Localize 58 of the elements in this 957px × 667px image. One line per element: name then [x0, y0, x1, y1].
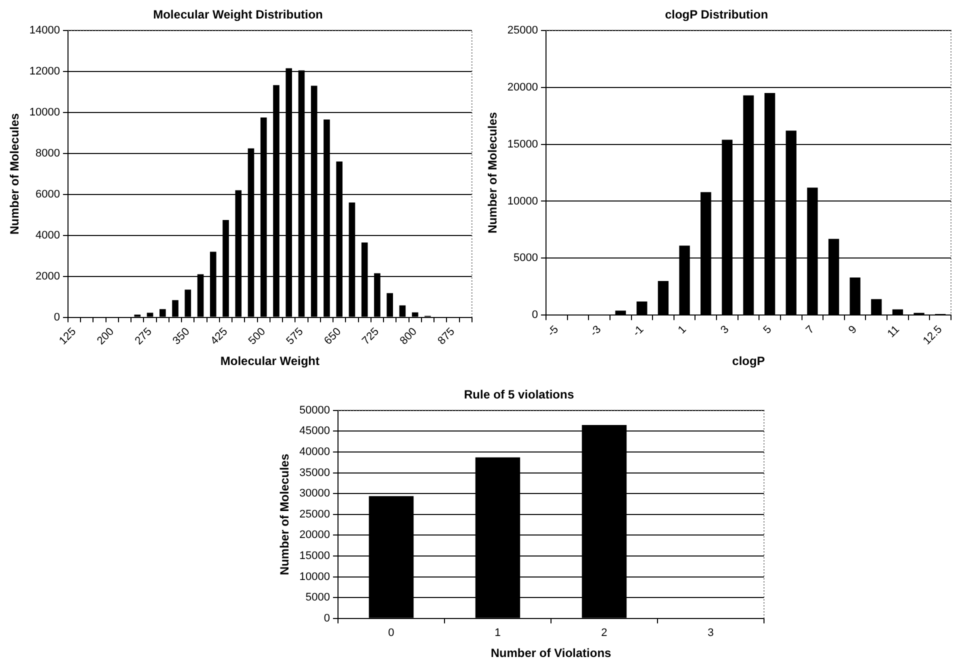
y-tick-label: 0: [532, 309, 538, 322]
x-tick-label: -1: [630, 324, 646, 339]
y-tick-label: 10000: [299, 570, 330, 583]
chart-title: Molecular Weight Distribution: [153, 8, 323, 22]
y-tick-label: 6000: [36, 188, 60, 200]
y-tick-label: 35000: [299, 466, 330, 479]
x-tick-label: 9: [846, 324, 860, 336]
x-axis-title: Number of Violations: [490, 646, 612, 660]
y-tick-label: 40000: [299, 446, 330, 458]
y-tick-label: 12000: [29, 65, 60, 78]
x-tick-label: 7: [804, 324, 817, 336]
x-tick-label: 11: [885, 324, 902, 340]
x-tick-label: 3: [708, 627, 714, 640]
y-tick-label: 20000: [299, 529, 330, 542]
y-tick-label: 5000: [514, 252, 538, 264]
y-tick-label: 25000: [507, 24, 538, 36]
chart-title: Rule of 5 violations: [464, 388, 574, 402]
x-tick-label: 800: [398, 326, 420, 348]
x-tick-label: 650: [322, 326, 344, 348]
chart-title: clogP Distribution: [664, 8, 768, 22]
y-tick-label: 15000: [507, 138, 538, 150]
y-tick-label: 4000: [36, 229, 60, 242]
y-tick-label: 50000: [299, 404, 330, 416]
x-tick-label: 200: [94, 326, 116, 348]
x-tick-label: 1: [676, 324, 689, 336]
y-tick-label: 10000: [29, 106, 60, 118]
x-tick-label: 875: [436, 326, 458, 348]
x-tick-label: 275: [132, 326, 154, 348]
y-tick-label: 14000: [29, 24, 60, 36]
x-tick-label: 350: [170, 326, 192, 348]
y-axis-title: Number of Molecules: [8, 112, 22, 235]
x-tick-label: -5: [546, 324, 561, 339]
y-tick-label: 5000: [306, 592, 330, 604]
x-tick-label: 500: [246, 326, 268, 348]
x-tick-label: -3: [588, 324, 604, 339]
x-axis-title: clogP: [732, 354, 765, 368]
x-tick-label: 2: [601, 627, 608, 640]
y-tick-label: 15000: [299, 550, 330, 562]
y-tick-label: 45000: [299, 425, 330, 438]
y-tick-label: 10000: [507, 195, 538, 208]
y-tick-label: 20000: [507, 81, 538, 94]
y-tick-label: 8000: [36, 147, 60, 160]
x-tick-label: 3: [718, 324, 732, 336]
y-axis-title: Number of Molecules: [278, 453, 292, 576]
y-axis-title: Number of Molecules: [486, 112, 500, 234]
x-tick-label: 725: [360, 326, 382, 348]
y-tick-label: 25000: [299, 508, 330, 520]
y-tick-label: 30000: [299, 488, 330, 500]
y-tick-label: 0: [54, 311, 60, 324]
x-tick-label: 5: [761, 324, 774, 336]
x-tick-label: 425: [208, 326, 230, 348]
x-tick-label: 125: [57, 326, 79, 348]
x-tick-label: 575: [284, 326, 306, 348]
x-tick-label: 1: [494, 627, 501, 640]
x-tick-label: 0: [388, 627, 394, 640]
x-axis-title: Molecular Weight: [220, 354, 320, 368]
y-tick-label: 0: [324, 612, 330, 624]
y-tick-label: 2000: [36, 270, 60, 282]
